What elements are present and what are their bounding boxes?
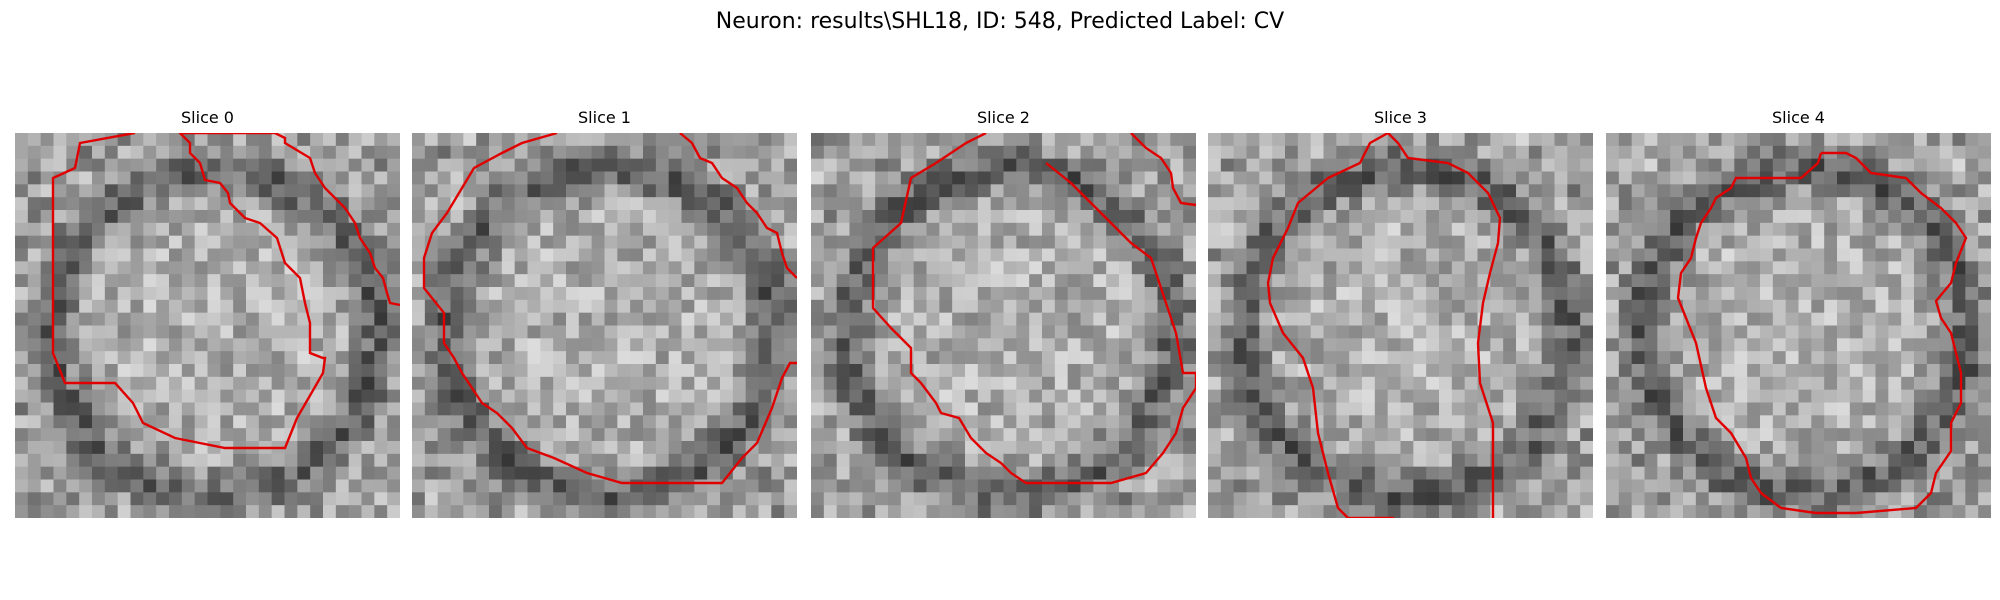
slice-panel-2: Slice 2 [811, 107, 1196, 518]
grayscale-pixel-grid [1606, 133, 1991, 518]
segmentation-contour [422, 133, 797, 485]
slice-title: Slice 4 [1772, 108, 1825, 127]
figure-title: Neuron: results\SHL18, ID: 548, Predicte… [715, 9, 1285, 34]
grayscale-pixel-grid [15, 133, 400, 518]
segmentation-contour [1676, 151, 1968, 515]
grayscale-pixel-grid [811, 133, 1196, 518]
slice-title: Slice 3 [1374, 108, 1427, 127]
segmentation-contour [1387, 133, 1502, 518]
segmentation-contour [871, 133, 1196, 485]
slice-panel-0: Slice 0 [15, 107, 400, 518]
slice-title: Slice 1 [578, 108, 631, 127]
slice-panel-3: Slice 3 [1208, 107, 1593, 518]
slice-title: Slice 0 [181, 108, 234, 127]
slice-image [811, 133, 1196, 518]
slice-image [412, 133, 797, 518]
slice-image [1606, 133, 1991, 518]
slice-image [1208, 133, 1593, 518]
slice-image [15, 133, 400, 518]
slice-panel-4: Slice 4 [1606, 107, 1991, 518]
grayscale-pixel-grid [1208, 133, 1593, 518]
segmentation-contour [679, 133, 797, 279]
grayscale-pixel-grid [412, 133, 797, 518]
slice-title: Slice 2 [977, 108, 1030, 127]
slice-panel-1: Slice 1 [412, 107, 797, 518]
segmentation-contour [51, 133, 400, 450]
segmentation-contour [1130, 133, 1196, 207]
segmentation-contour [1266, 133, 1395, 518]
